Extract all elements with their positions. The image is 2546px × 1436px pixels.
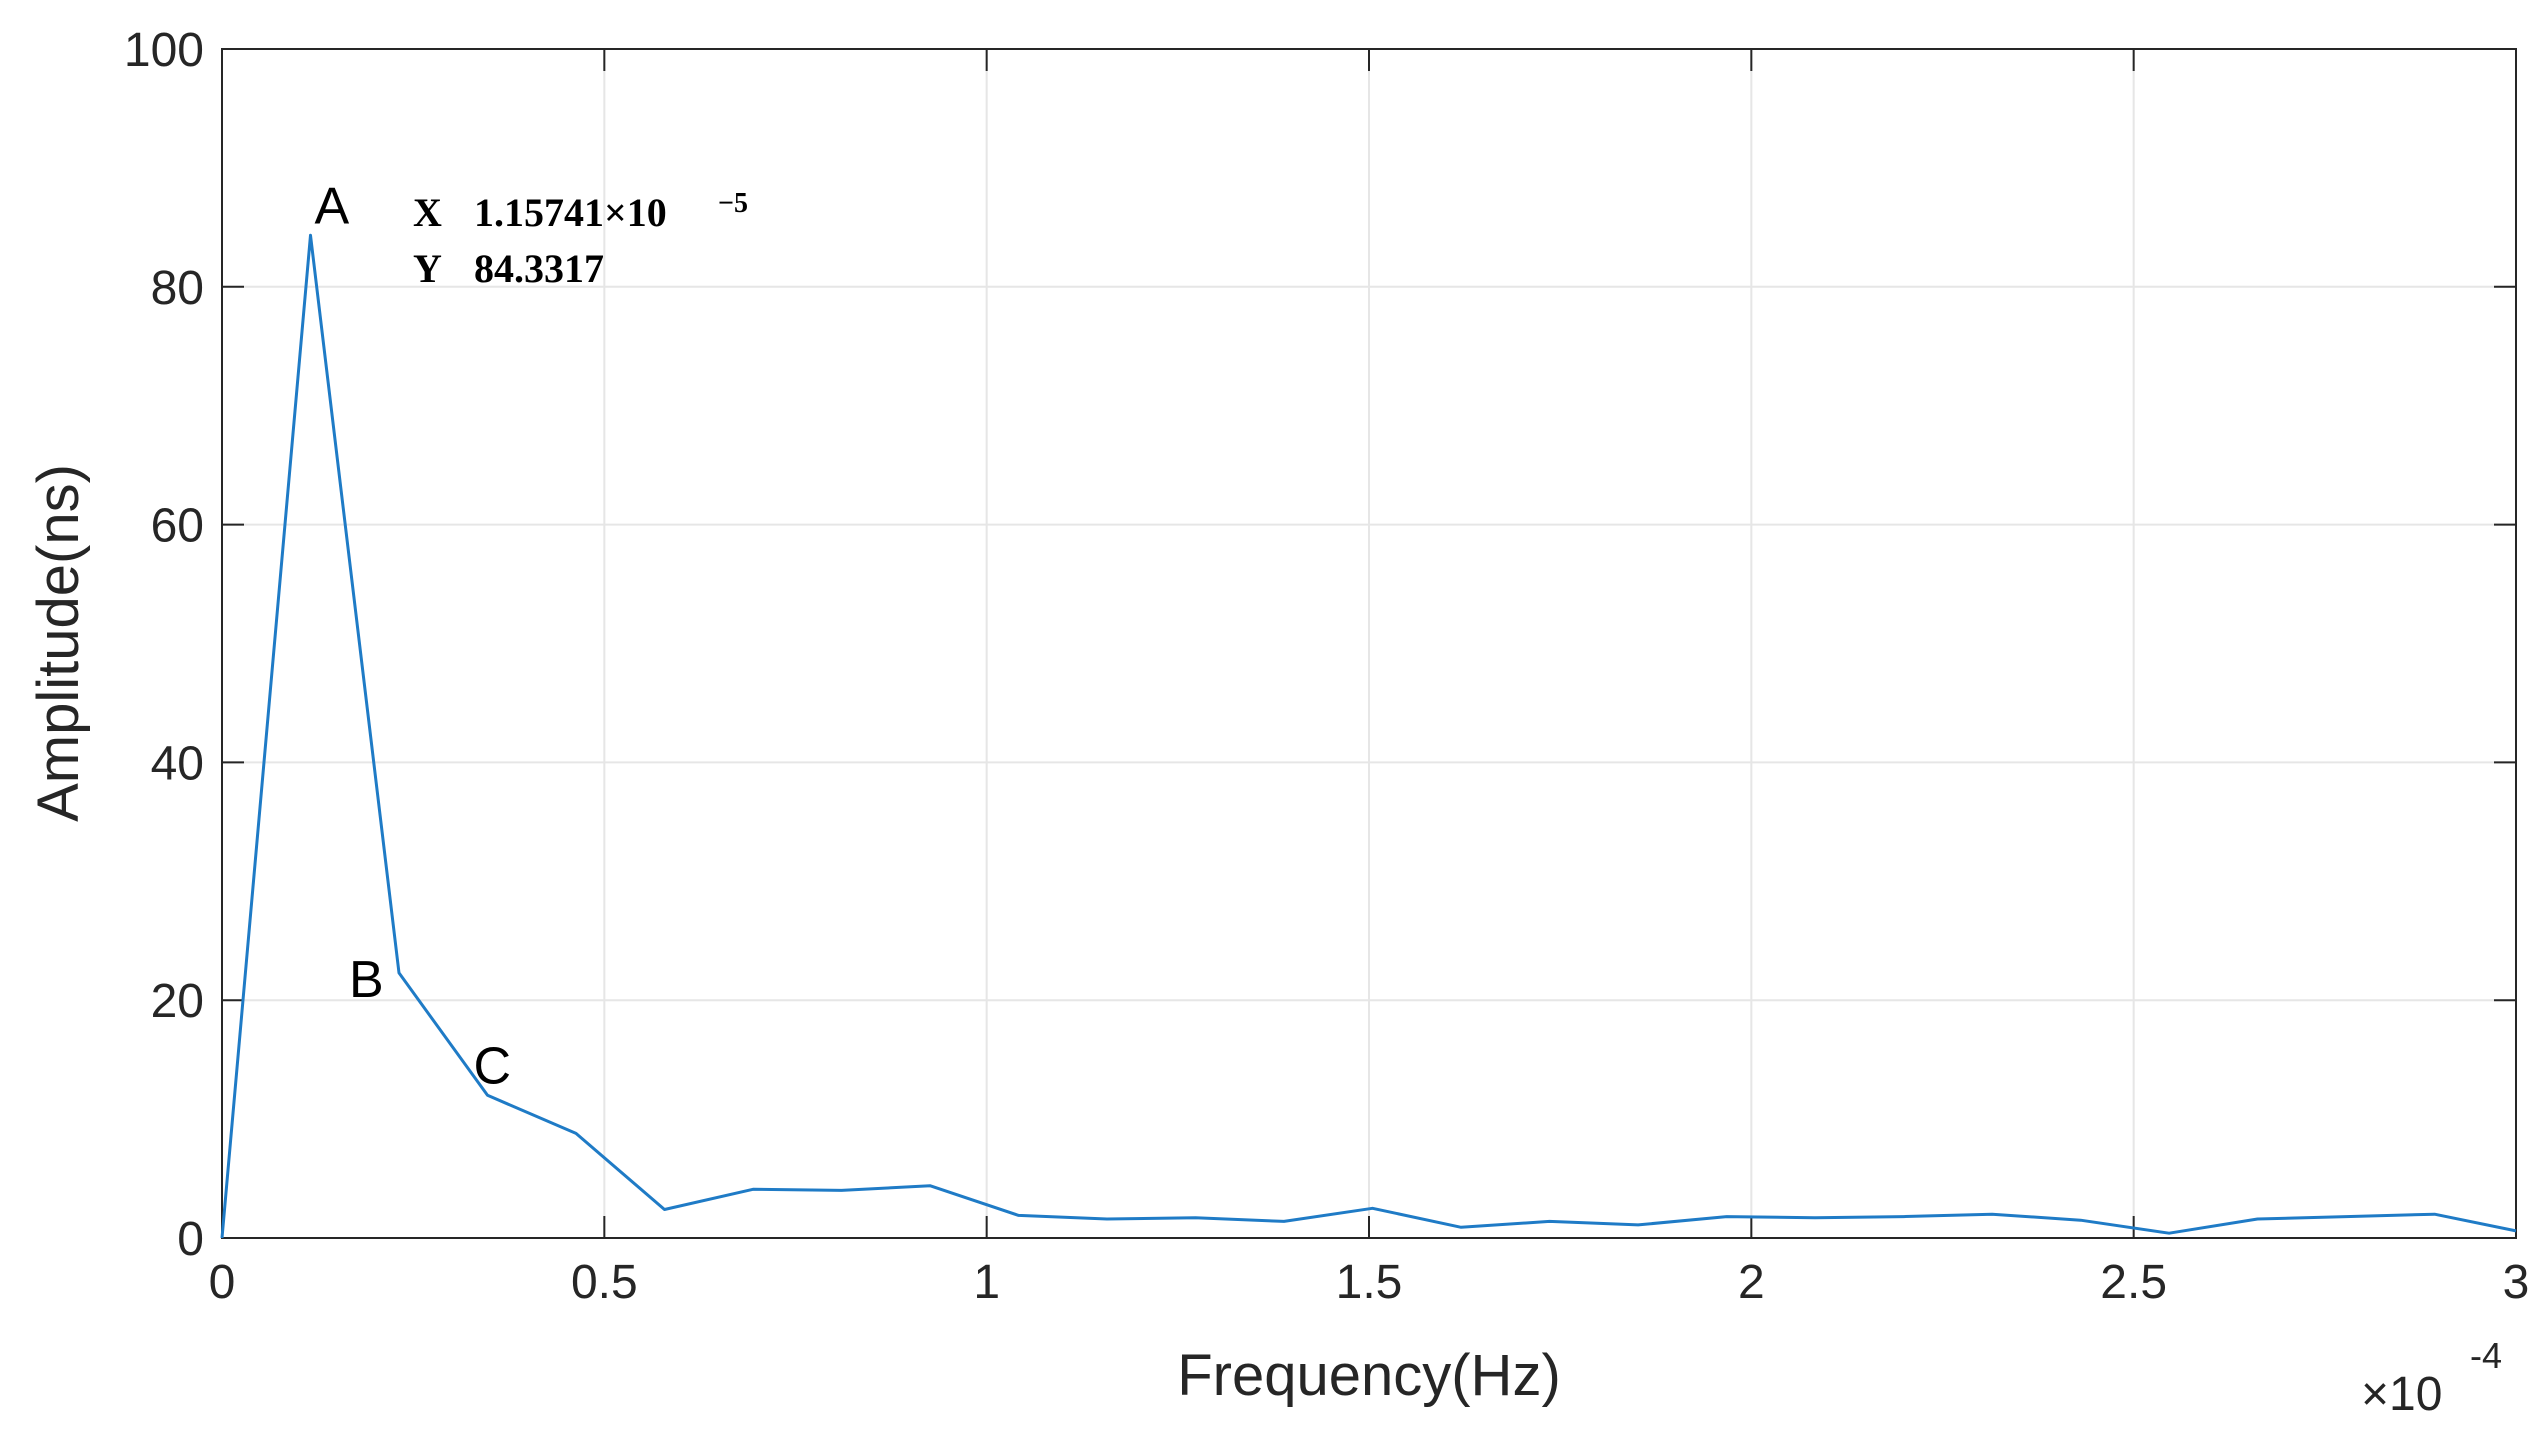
x-tick-label: 0 — [209, 1256, 236, 1309]
point-labels: A B C — [314, 177, 511, 1095]
x-tick-label: 2 — [1738, 1256, 1765, 1309]
x-axis-ticks: 0 0.5 1 1.5 2 2.5 3 — [209, 49, 2530, 1309]
x-tick-label: 1 — [973, 1256, 1000, 1309]
datatip-y-label: Y — [413, 246, 442, 291]
x-axis-label: Frequency(Hz) — [1177, 1343, 1561, 1408]
y-tick-label: 80 — [151, 262, 204, 315]
point-label-c: C — [473, 1037, 511, 1095]
y-tick-label: 40 — [151, 737, 204, 790]
x-tick-label: 2.5 — [2100, 1256, 2167, 1309]
datatip-x-exponent: −5 — [718, 188, 748, 219]
datatip-y-value: 84.3317 — [474, 246, 604, 291]
datatip-x-value: 1.15741×10 — [474, 190, 667, 235]
x-tick-label: 1.5 — [1336, 1256, 1403, 1309]
y-tick-label: 60 — [151, 500, 204, 553]
y-tick-label: 20 — [151, 975, 204, 1028]
grid-lines — [222, 49, 2516, 1238]
point-label-a: A — [314, 177, 349, 235]
x-tick-label: 0.5 — [571, 1256, 638, 1309]
y-axis-ticks: 0 20 40 60 80 100 — [124, 24, 2516, 1266]
point-label-b: B — [349, 951, 384, 1009]
y-tick-label: 100 — [124, 24, 204, 77]
x-multiplier-base: ×10 — [2361, 1368, 2442, 1421]
y-axis-label: Amplitude(ns) — [26, 464, 91, 822]
datatip-x-label: X — [413, 190, 442, 235]
y-tick-label: 0 — [177, 1213, 204, 1266]
series-line — [220, 233, 2517, 1239]
x-tick-label: 3 — [2503, 1256, 2530, 1309]
x-multiplier-exponent: -4 — [2470, 1335, 2502, 1376]
